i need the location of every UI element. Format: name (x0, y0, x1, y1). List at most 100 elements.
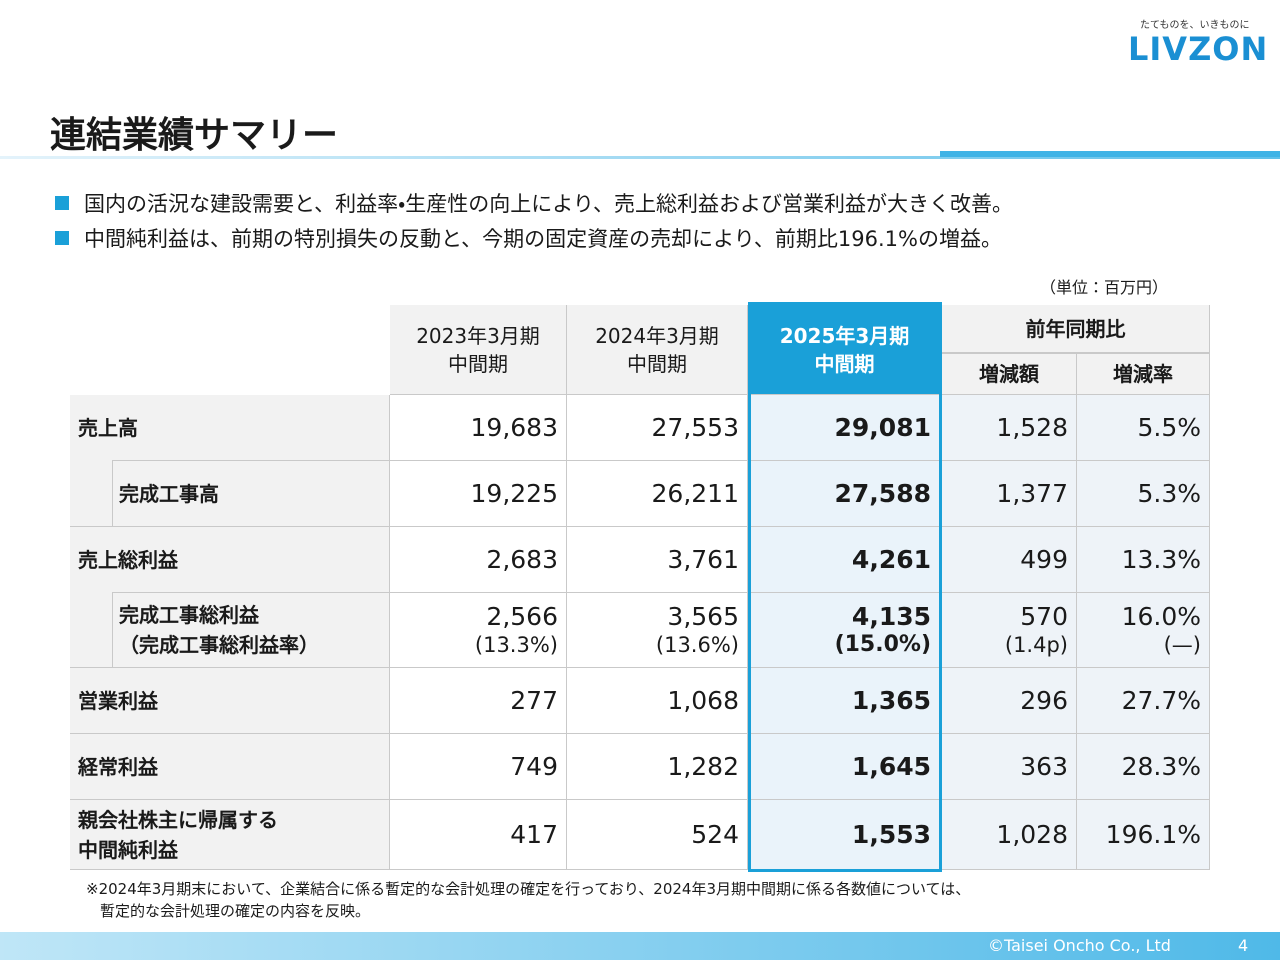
page-number: 4 (1238, 936, 1249, 955)
logo: LIVZON (1128, 30, 1269, 68)
label-text: 完成工事高 (119, 481, 219, 506)
value-text: 1,377 (996, 478, 1068, 508)
value-text: 27,588 (834, 478, 931, 508)
value-text: 13.3% (1121, 544, 1201, 574)
copyright: ©Taisei Oncho Co., Ltd (988, 936, 1171, 955)
value-text: 27.7% (1121, 685, 1201, 715)
value-text: 1,028 (996, 819, 1068, 849)
value-cell: 4,261 (748, 527, 942, 593)
label-text: （完成工事総利益率） (119, 633, 319, 657)
value-text: 28.3% (1121, 751, 1201, 781)
value-text: 524 (691, 819, 739, 849)
bullet-marker (55, 231, 69, 245)
column-header: 前年同期比 (942, 305, 1210, 353)
column-header: 2023年3月期 中間期 (390, 305, 567, 395)
value-text: 1,645 (851, 751, 931, 781)
title-rule-accent (940, 151, 1280, 157)
value-text: 570 (1020, 602, 1068, 631)
value-text: 1,528 (996, 412, 1068, 442)
highlight-frame (748, 302, 942, 872)
value-text: 19,683 (470, 412, 558, 442)
header-text: 2025年3月期 (779, 323, 910, 348)
value-text: 1,068 (667, 685, 739, 715)
value-cell: 27,553 (567, 395, 748, 461)
value-cell: 27,588 (748, 461, 942, 527)
value-text: 3,565 (667, 602, 739, 631)
value-cell: 1,282 (567, 734, 748, 800)
value-text: (1.4p) (1004, 633, 1068, 657)
value-text: 196.1% (1105, 819, 1201, 849)
value-cell: 1,377 (942, 461, 1077, 527)
row-label: 親会社株主に帰属する 中間純利益 (70, 800, 390, 870)
header-text: 2024年3月期 (595, 323, 719, 348)
label-text: 営業利益 (78, 688, 158, 713)
value-text: 1,365 (851, 685, 931, 715)
label-text: 売上総利益 (78, 547, 178, 572)
value-text: (13.3%) (474, 633, 558, 657)
value-text: 363 (1020, 751, 1068, 781)
value-cell: 5.3% (1077, 461, 1210, 527)
value-text: (13.6%) (655, 633, 739, 657)
value-cell: 13.3% (1077, 527, 1210, 593)
bullet: 国内の活況な建設需要と、利益率・生産性の向上により、売上総利益および営業利益が大… (84, 192, 1014, 216)
value-text: (15.0%) (834, 632, 931, 657)
bullet-marker (55, 196, 69, 210)
value-text: 499 (1020, 544, 1068, 574)
header-text: 中間期 (448, 351, 508, 376)
value-cell: 499 (942, 527, 1077, 593)
label-text: 売上高 (78, 415, 138, 440)
header-text: 中間期 (814, 351, 875, 376)
value-cell: 1,528 (942, 395, 1077, 461)
value-text: 296 (1020, 685, 1068, 715)
indent (70, 592, 113, 668)
value-cell: 27.7% (1077, 668, 1210, 734)
value-text: 19,225 (470, 478, 558, 508)
value-cell: 1,365 (748, 668, 942, 734)
footer-bar (0, 932, 1280, 960)
header-text: 2023年3月期 (416, 323, 540, 348)
label-text: 完成工事総利益 (119, 603, 259, 627)
value-cell: 570 (1.4p) (942, 593, 1077, 668)
value-cell: 26,211 (567, 461, 748, 527)
value-cell: 4,135 (15.0%) (748, 593, 942, 668)
label-text: 経常利益 (78, 754, 158, 779)
column-header: 増減率 (1077, 353, 1210, 395)
header-text: 中間期 (627, 351, 687, 376)
row-label: 経常利益 (70, 734, 390, 800)
value-text: 2,683 (486, 544, 558, 574)
value-cell: 2,566 (13.3%) (390, 593, 567, 668)
value-cell: 29,081 (748, 395, 942, 461)
value-cell: 3,565 (13.6%) (567, 593, 748, 668)
value-text: 4,261 (851, 544, 931, 574)
value-cell: 417 (390, 800, 567, 870)
logo-tagline: たてものを、いきものに (1140, 20, 1250, 31)
row-label: 完成工事高 (113, 461, 390, 527)
value-cell: 5.5% (1077, 395, 1210, 461)
value-text: 3,761 (667, 544, 739, 574)
column-header: 増減額 (942, 353, 1077, 395)
value-cell: 19,225 (390, 461, 567, 527)
row-label: 営業利益 (70, 668, 390, 734)
row-label: 完成工事総利益 （完成工事総利益率） (113, 593, 390, 668)
column-header: 2024年3月期 中間期 (567, 305, 748, 395)
value-cell: 16.0% (—) (1077, 593, 1210, 668)
value-text: 2,566 (486, 602, 558, 631)
value-text: 5.5% (1137, 412, 1201, 442)
footnote: ※2024年3月期末において、企業結合に係る暫定的な会計処理の確定を行っており、… (86, 878, 970, 922)
value-text: 277 (510, 685, 558, 715)
value-text: 5.3% (1137, 478, 1201, 508)
value-text: 26,211 (651, 478, 739, 508)
indent (70, 460, 113, 527)
value-text: 1,282 (667, 751, 739, 781)
value-text: 417 (510, 819, 558, 849)
value-cell: 749 (390, 734, 567, 800)
label-text: 親会社株主に帰属する (78, 807, 278, 832)
value-text: 27,553 (651, 412, 739, 442)
footnote-line: ※2024年3月期末において、企業結合に係る暫定的な会計処理の確定を行っており、… (86, 880, 971, 898)
value-text: 4,135 (851, 602, 931, 631)
value-cell: 28.3% (1077, 734, 1210, 800)
value-cell: 524 (567, 800, 748, 870)
value-text: 1,553 (851, 819, 931, 849)
value-cell: 19,683 (390, 395, 567, 461)
